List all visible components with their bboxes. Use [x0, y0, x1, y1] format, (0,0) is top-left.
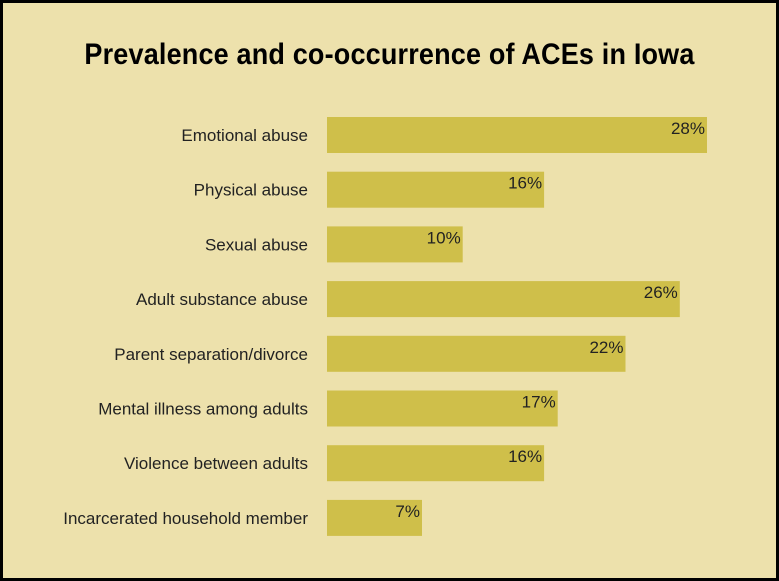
category-label-0: Emotional abuse [181, 126, 308, 145]
value-label-5: 17% [522, 393, 556, 412]
category-label-6: Violence between adults [124, 454, 308, 473]
bar-7 [327, 499, 422, 536]
value-label-1: 16% [508, 174, 542, 193]
value-label-7: 7% [395, 502, 420, 521]
bar-1 [327, 171, 545, 208]
bar-3 [327, 281, 680, 318]
value-label-6: 16% [508, 447, 542, 466]
bar-2 [327, 226, 463, 263]
category-label-3: Adult substance abuse [136, 290, 308, 309]
bar-0 [327, 117, 707, 153]
chart-title: Prevalence and co-occurrence of ACEs in … [84, 38, 695, 71]
value-label-2: 10% [427, 228, 461, 247]
value-label-4: 22% [589, 338, 623, 357]
value-label-0: 28% [671, 119, 705, 138]
bar-6 [327, 445, 545, 482]
category-label-5: Mental illness among adults [98, 400, 308, 419]
category-label-2: Sexual abuse [205, 235, 308, 254]
category-label-1: Physical abuse [194, 181, 308, 200]
bar-4 [327, 335, 626, 372]
value-label-3: 26% [644, 283, 678, 302]
category-label-7: Incarcerated household member [63, 509, 308, 528]
category-label-4: Parent separation/divorce [114, 345, 308, 364]
bar-5 [327, 390, 558, 427]
